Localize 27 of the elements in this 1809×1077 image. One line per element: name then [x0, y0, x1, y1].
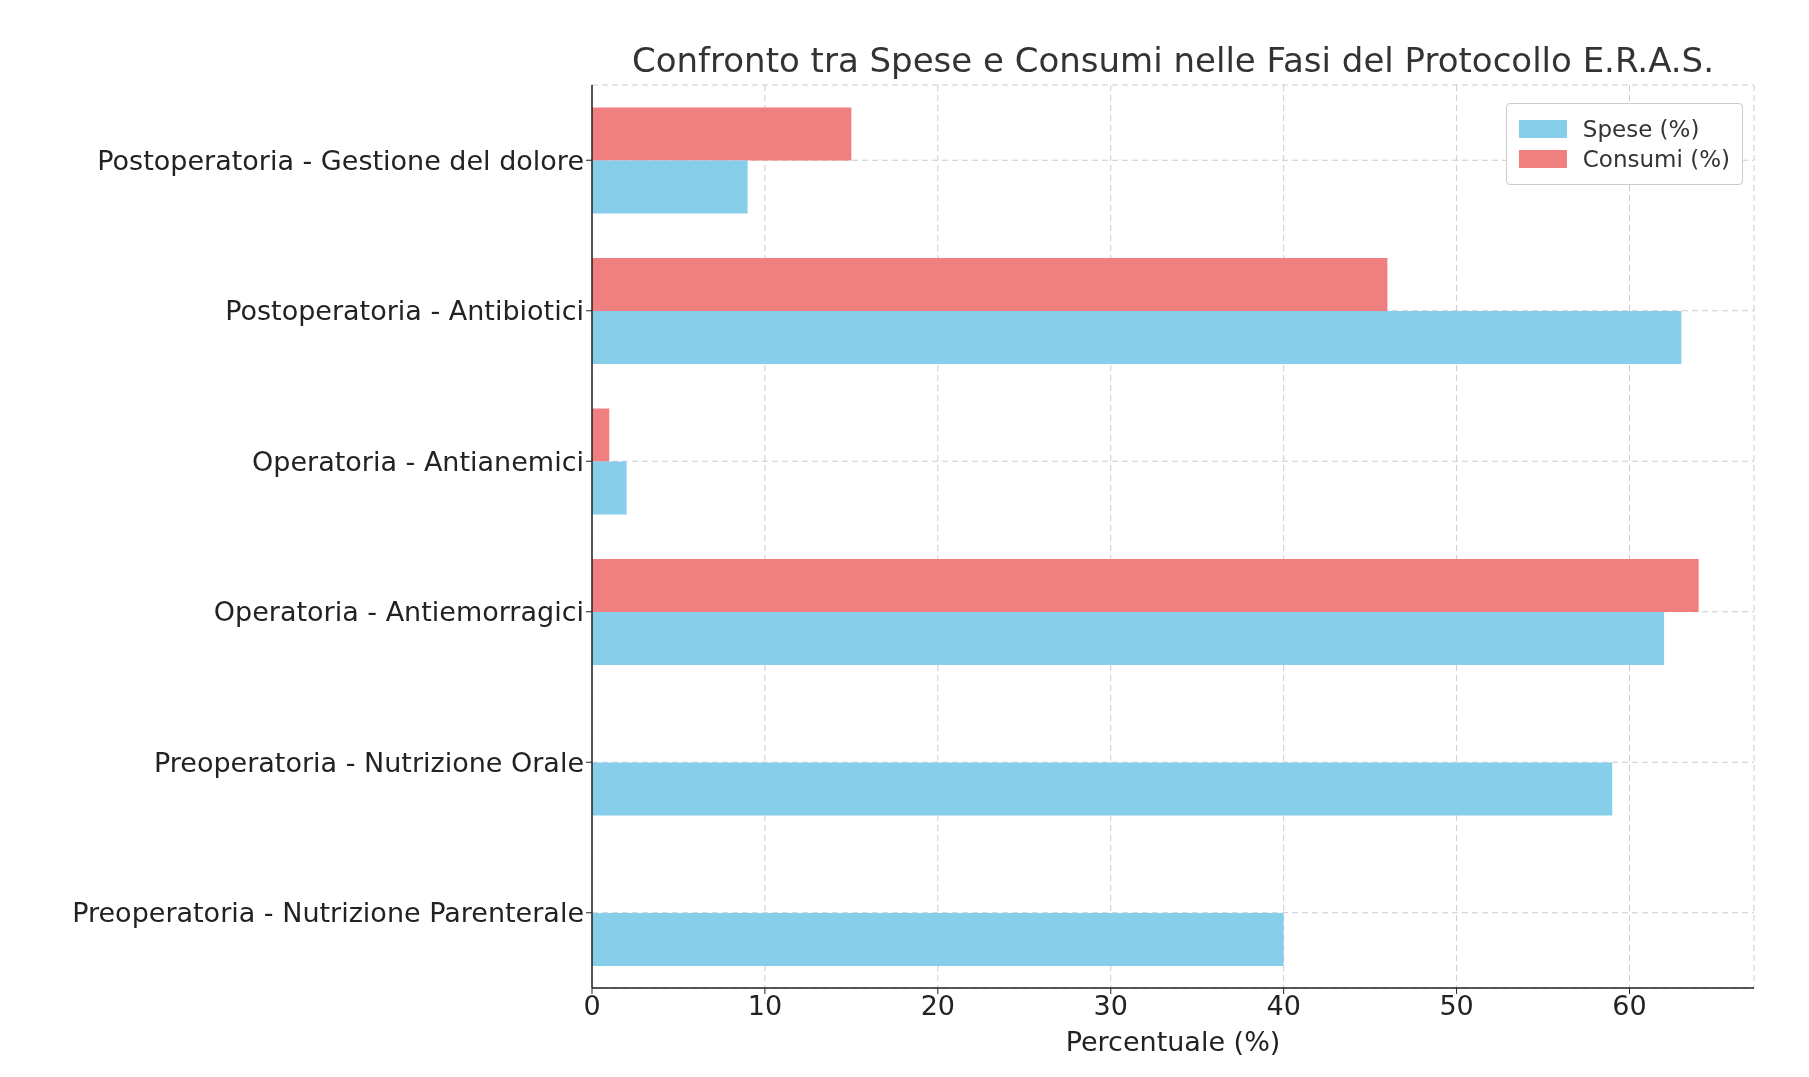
- x-tick-label: 60: [1612, 990, 1647, 1022]
- bar: [592, 258, 1388, 312]
- bar: [592, 311, 1682, 365]
- bar: [592, 107, 852, 161]
- x-tick-label: 40: [1266, 990, 1301, 1022]
- y-tick-label: Postoperatoria - Gestione del dolore: [97, 144, 584, 176]
- bar: [592, 160, 748, 214]
- bar: [592, 913, 1284, 967]
- bar: [592, 559, 1699, 613]
- bar: [592, 408, 610, 462]
- x-tick-label: 10: [747, 990, 783, 1022]
- y-tick-label: Operatoria - Antiemorragici: [213, 596, 584, 628]
- bar: [592, 762, 1613, 816]
- x-tick-label: 30: [1093, 990, 1128, 1022]
- legend-label: Consumi (%): [1582, 146, 1730, 172]
- y-tick-label: Operatoria - Antianemici: [252, 445, 584, 477]
- x-tick-label: 0: [583, 990, 601, 1022]
- y-tick-label: Preoperatoria - Nutrizione Orale: [153, 746, 584, 778]
- chart-title: Confronto tra Spese e Consumi nelle Fasi del Protocollo E.R.A.S.: [631, 40, 1715, 80]
- bar: [592, 461, 627, 515]
- bar: [592, 612, 1665, 666]
- legend-label: Spese (%): [1582, 116, 1700, 142]
- x-tick-label: 50: [1439, 990, 1474, 1022]
- x-tick-label: 20: [920, 990, 956, 1022]
- x-axis-title: Percentuale (%): [1065, 1026, 1281, 1057]
- y-tick-label: Preoperatoria - Nutrizione Parenterale: [72, 897, 584, 929]
- y-tick-label: Postoperatoria - Antibiotici: [225, 295, 584, 327]
